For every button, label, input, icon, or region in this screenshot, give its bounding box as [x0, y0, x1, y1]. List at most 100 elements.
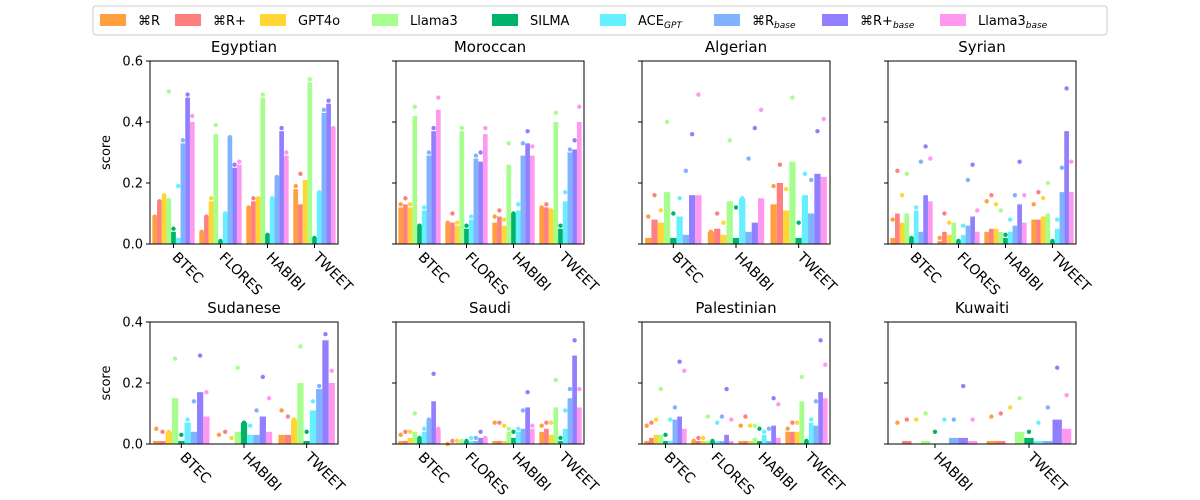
point [223, 429, 228, 434]
point [1031, 202, 1036, 207]
bar [808, 213, 815, 244]
bar [1033, 440, 1044, 444]
x-tick-label: BTEC [169, 250, 206, 287]
point [823, 362, 828, 367]
bar [946, 234, 952, 244]
point [895, 420, 900, 425]
bar [407, 207, 413, 244]
point [255, 196, 261, 201]
bar [695, 195, 702, 244]
point [658, 386, 663, 392]
point [951, 223, 956, 228]
point [708, 229, 714, 234]
bar [1024, 437, 1034, 444]
x-tick-label: HABIBI [263, 250, 308, 295]
point [696, 435, 701, 441]
bar [644, 440, 650, 444]
bar [303, 440, 310, 444]
point [152, 214, 157, 219]
point [719, 414, 725, 419]
x-tick-label: TWEET [301, 449, 348, 496]
point [946, 220, 952, 225]
bar [497, 440, 502, 444]
bar [776, 183, 783, 244]
point [776, 402, 781, 407]
bar [525, 143, 530, 244]
x-tick-label: HABIBI [731, 250, 776, 295]
point [426, 417, 432, 422]
point [412, 411, 417, 416]
point [705, 414, 710, 419]
bar [501, 225, 507, 244]
point [733, 205, 739, 210]
point [246, 205, 251, 210]
point [266, 396, 272, 401]
legend-swatch [492, 14, 518, 26]
point [436, 426, 441, 431]
point [715, 211, 720, 216]
point [928, 156, 933, 161]
x-tick-label: TWEET [793, 249, 840, 296]
point [668, 417, 673, 422]
bar [747, 440, 753, 444]
bar [544, 207, 549, 244]
bar [553, 407, 559, 444]
bar [473, 440, 479, 444]
bar [435, 428, 441, 444]
point [520, 141, 526, 146]
bar [190, 431, 197, 444]
bar [520, 428, 526, 444]
point [923, 411, 928, 416]
legend-label: ⌘Rbase [752, 14, 796, 31]
point [154, 426, 159, 431]
point [180, 138, 186, 143]
bar [175, 237, 181, 244]
point [664, 119, 670, 125]
point [497, 420, 502, 425]
legend-entry: GPT4o [260, 14, 340, 29]
point [157, 199, 162, 204]
point [185, 417, 190, 422]
point [1017, 396, 1022, 401]
point [815, 128, 820, 134]
bar [1059, 192, 1065, 244]
bar [1068, 192, 1074, 244]
bar [478, 161, 483, 244]
bar [775, 437, 781, 444]
bar [766, 440, 772, 444]
bar [525, 407, 530, 444]
x-tick-label: BTEC [661, 450, 698, 487]
bar [255, 198, 261, 244]
point [809, 177, 814, 183]
legend-entry: ⌘R [100, 14, 160, 29]
bar [1031, 219, 1037, 244]
bar [820, 176, 827, 244]
point [758, 107, 764, 113]
bar [544, 428, 549, 444]
x-tick-label: HABIBI [930, 450, 975, 495]
point [317, 383, 322, 389]
point [757, 426, 762, 431]
bar [726, 201, 733, 244]
bar [283, 155, 289, 244]
bar [548, 434, 554, 444]
bar [1012, 225, 1018, 244]
point [1017, 159, 1022, 164]
point [747, 423, 753, 428]
point [649, 420, 654, 425]
point [821, 116, 826, 122]
point [530, 144, 535, 149]
bar [197, 392, 204, 444]
point [398, 202, 403, 207]
point [783, 186, 789, 192]
x-tick-label: BTEC [669, 250, 706, 287]
point [204, 214, 209, 219]
point [740, 196, 745, 201]
bar [558, 228, 563, 244]
point [652, 193, 657, 198]
bar [998, 231, 1004, 244]
point [577, 386, 582, 392]
y-tick-label: 0.0 [122, 238, 143, 253]
